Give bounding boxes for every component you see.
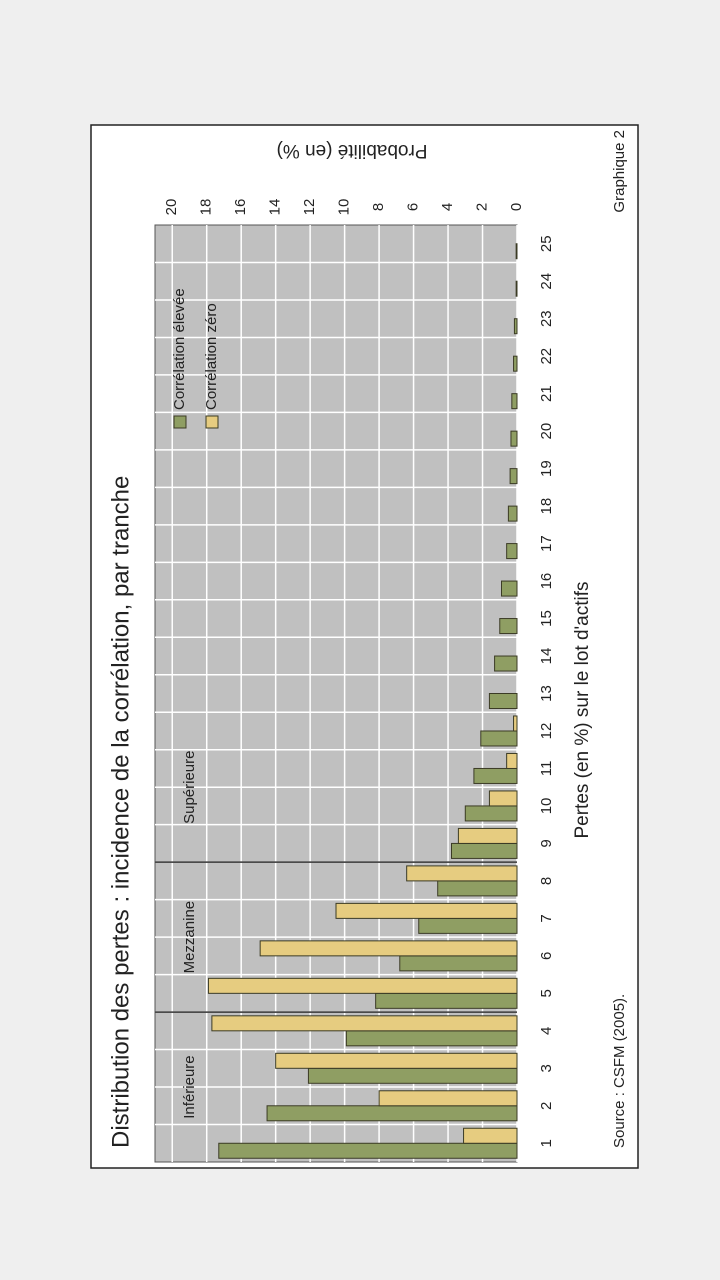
bar bbox=[488, 790, 518, 807]
x-tick-label: 12 bbox=[538, 723, 555, 740]
bar bbox=[515, 243, 518, 260]
bar bbox=[513, 715, 518, 732]
bar bbox=[494, 655, 518, 672]
x-tick-label: 25 bbox=[538, 235, 555, 252]
bar bbox=[418, 917, 518, 934]
x-tick-label: 23 bbox=[538, 310, 555, 327]
bar bbox=[499, 618, 518, 635]
x-tick-label: 16 bbox=[538, 573, 555, 590]
legend-label: Corrélation élevée bbox=[171, 288, 188, 410]
bar bbox=[207, 977, 518, 994]
legend-label: Corrélation zéro bbox=[203, 303, 220, 410]
bar bbox=[464, 805, 518, 822]
tranche-label: Supérieure bbox=[181, 751, 198, 824]
x-tick-label: 4 bbox=[538, 1027, 555, 1035]
y-tick-label: 16 bbox=[232, 199, 249, 216]
bar bbox=[510, 430, 518, 447]
x-tick-label: 15 bbox=[538, 610, 555, 627]
x-tick-label: 6 bbox=[538, 952, 555, 960]
bar bbox=[345, 1030, 518, 1047]
y-axis-label: Probabilité (en %) bbox=[276, 140, 427, 161]
source: Source : CSFM (2005). bbox=[611, 994, 628, 1148]
bar bbox=[506, 752, 518, 769]
x-axis-label: Pertes (en %) sur le lot d'actifs bbox=[572, 581, 593, 838]
bar bbox=[507, 505, 518, 522]
bar bbox=[463, 1127, 518, 1144]
bar bbox=[218, 1142, 518, 1159]
x-tick-label: 13 bbox=[538, 685, 555, 702]
x-tick-label: 11 bbox=[538, 761, 555, 777]
bar bbox=[211, 1015, 518, 1032]
x-tick-label: 21 bbox=[538, 385, 555, 402]
x-tick-label: 14 bbox=[538, 648, 555, 665]
bar bbox=[375, 992, 518, 1009]
x-tick-label: 19 bbox=[538, 460, 555, 477]
bar bbox=[513, 318, 518, 335]
x-tick-label: 7 bbox=[538, 914, 555, 922]
tranche-label: Mezzanine bbox=[181, 901, 198, 974]
bar bbox=[406, 865, 518, 882]
bar bbox=[399, 955, 518, 972]
y-tick-label: 20 bbox=[163, 199, 180, 216]
y-tick-label: 4 bbox=[439, 203, 456, 211]
x-tick-label: 24 bbox=[538, 273, 555, 290]
bar bbox=[378, 1090, 518, 1107]
bar bbox=[515, 280, 518, 297]
y-tick-label: 8 bbox=[370, 203, 387, 211]
legend-swatch bbox=[205, 415, 219, 429]
bar bbox=[480, 730, 518, 747]
y-tick-label: 14 bbox=[267, 199, 284, 216]
bar bbox=[473, 767, 518, 784]
bar bbox=[437, 880, 518, 897]
chart-title: Distribution des pertes : incidence de l… bbox=[107, 476, 134, 1148]
x-tick-label: 9 bbox=[538, 839, 555, 847]
bar bbox=[506, 543, 518, 560]
x-tick-label: 5 bbox=[538, 989, 555, 997]
x-tick-label: 20 bbox=[538, 423, 555, 440]
y-tick-label: 18 bbox=[198, 199, 215, 216]
legend-swatch bbox=[173, 415, 187, 429]
x-tick-label: 22 bbox=[538, 348, 555, 365]
x-tick-label: 10 bbox=[538, 798, 555, 815]
x-tick-label: 17 bbox=[538, 535, 555, 552]
y-tick-label: 0 bbox=[508, 203, 525, 211]
y-tick-label: 12 bbox=[301, 199, 318, 216]
rotated-chart: Distribution des pertes : incidence de l… bbox=[90, 124, 639, 1169]
figure-label: Graphique 2 bbox=[611, 130, 628, 213]
x-tick-label: 1 bbox=[538, 1139, 555, 1147]
y-tick-label: 6 bbox=[405, 203, 422, 211]
bar bbox=[457, 827, 518, 844]
y-tick-label: 10 bbox=[336, 199, 353, 216]
bar bbox=[307, 1067, 518, 1084]
bar bbox=[500, 580, 518, 597]
bar bbox=[335, 902, 518, 919]
bar bbox=[275, 1052, 518, 1069]
tranche-label: Inférieure bbox=[181, 1055, 198, 1118]
x-tick-label: 2 bbox=[538, 1102, 555, 1110]
y-tick-label: 2 bbox=[473, 203, 490, 211]
bar bbox=[266, 1105, 518, 1122]
bar bbox=[511, 393, 518, 410]
bar bbox=[259, 940, 518, 957]
bar bbox=[513, 355, 518, 372]
x-tick-label: 3 bbox=[538, 1064, 555, 1072]
bar bbox=[509, 468, 518, 485]
bar bbox=[450, 842, 518, 859]
bar bbox=[488, 693, 518, 709]
x-tick-label: 18 bbox=[538, 498, 555, 515]
x-tick-label: 8 bbox=[538, 877, 555, 885]
